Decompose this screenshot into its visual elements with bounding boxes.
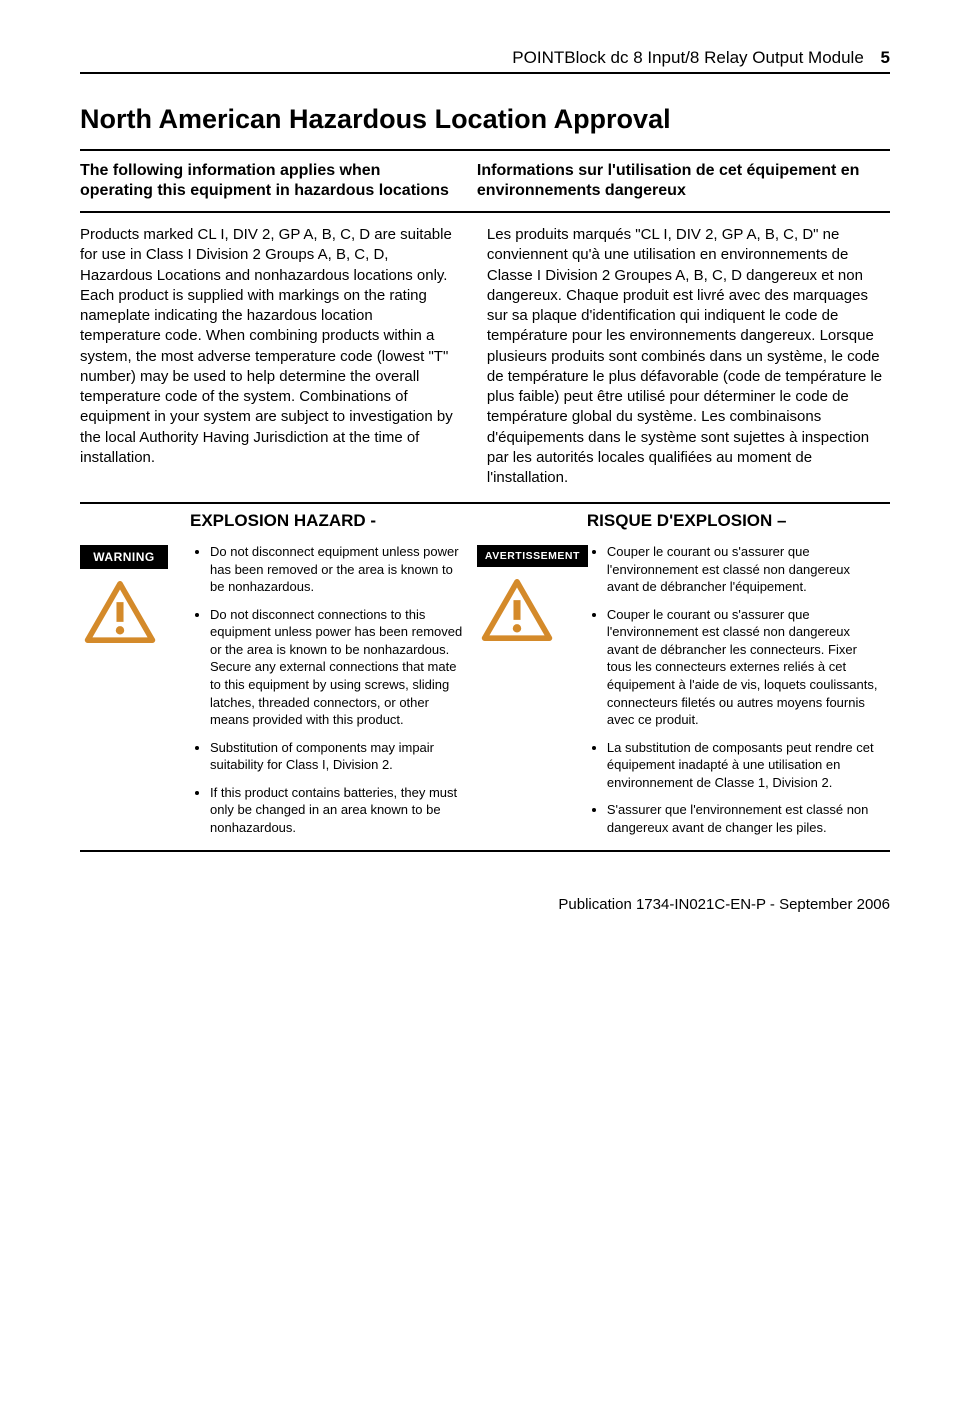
list-item: Do not disconnect equipment unless power… [210, 543, 465, 596]
list-item: Do not disconnect connections to this eq… [210, 606, 465, 729]
hazard-table: The following information applies when o… [80, 149, 890, 852]
header-right: Informations sur l'utilisation de cet éq… [477, 150, 890, 212]
table-body-row: Products marked CL I, DIV 2, GP A, B, C,… [80, 212, 890, 503]
explosion-hazard-title-right: RISQUE D'EXPLOSION – [587, 504, 890, 539]
list-item: Couper le courant ou s'assurer que l'env… [607, 543, 878, 596]
running-head: POINTBlock dc 8 Input/8 Relay Output Mod… [80, 48, 890, 68]
list-item: Couper le courant ou s'assurer que l'env… [607, 606, 878, 729]
top-rule [80, 72, 890, 74]
page-number: 5 [881, 48, 890, 67]
list-item: If this product contains batteries, they… [210, 784, 465, 837]
footer-pub-label: Publication [558, 896, 631, 913]
warning-badge-right: AVERTISSEMENT [477, 545, 588, 567]
warning-list-left: Do not disconnect equipment unless power… [190, 539, 477, 850]
running-head-title: POINTBlock dc 8 Input/8 Relay Output Mod… [512, 48, 864, 67]
list-item: La substitution de composants peut rendr… [607, 739, 878, 792]
warning-triangle-icon [84, 581, 184, 643]
warning-badge-area-right: AVERTISSEMENT [477, 539, 587, 850]
section-title: North American Hazardous Location Approv… [80, 104, 890, 135]
list-item: S'assurer que l'environnement est classé… [607, 801, 878, 836]
list-item: Substitution of components may impair su… [210, 739, 465, 774]
footer-pub-code: 1734-IN021C-EN-P - September 2006 [636, 896, 890, 913]
table-header-row: The following information applies when o… [80, 150, 890, 212]
warning-cell-right: RISQUE D'EXPLOSION – AVERTISSEMENT [477, 503, 890, 851]
warning-badge-left: WARNING [80, 545, 168, 569]
body-right: Les produits marqués "CL I, DIV 2, GP A,… [477, 212, 890, 503]
body-left: Products marked CL I, DIV 2, GP A, B, C,… [80, 212, 477, 503]
footer: Publication 1734-IN021C-EN-P - September… [80, 896, 890, 913]
table-warning-row: EXPLOSION HAZARD - WARNING [80, 503, 890, 851]
warning-cell-left: EXPLOSION HAZARD - WARNING [80, 503, 477, 851]
warning-badge-area-left: WARNING [80, 539, 190, 850]
explosion-hazard-title-left: EXPLOSION HAZARD - [190, 504, 477, 539]
header-left: The following information applies when o… [80, 150, 477, 212]
warning-triangle-icon [481, 579, 581, 641]
warning-list-right: Couper le courant ou s'assurer que l'env… [587, 539, 890, 850]
